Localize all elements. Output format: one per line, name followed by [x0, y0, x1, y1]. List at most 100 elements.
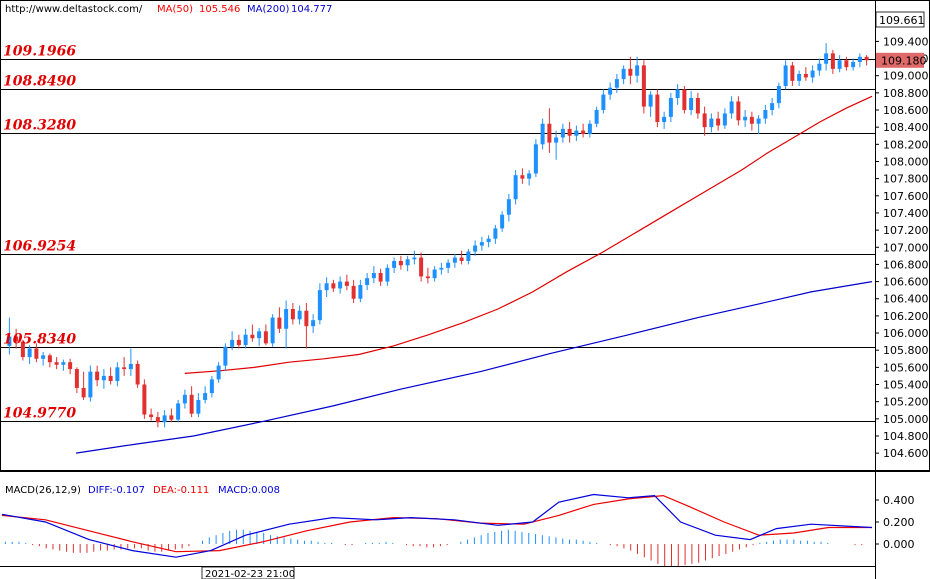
candle-down [169, 415, 174, 420]
candle-down [425, 276, 430, 279]
price-tick-label: 109.000 [883, 70, 929, 83]
candle-up [203, 393, 208, 400]
ma200-label: MA(200) [247, 4, 289, 15]
candle-down [20, 341, 25, 358]
candle-up [41, 355, 46, 359]
support-resistance-levels [0, 59, 875, 422]
candle-up [338, 281, 343, 289]
price-tick-label: 105.200 [883, 396, 929, 409]
candle-down [331, 283, 336, 289]
candle-up [385, 267, 390, 282]
candle-down [14, 336, 19, 342]
ma200-line [75, 281, 873, 454]
macd-dea-line [1, 494, 872, 553]
candle-up [101, 375, 106, 381]
candle-up [479, 242, 484, 246]
candle-down [304, 310, 309, 327]
candle-up [223, 346, 228, 366]
ma50-label: MA(50) [157, 4, 193, 15]
price-tick-label: 107.400 [883, 207, 929, 220]
candle-down [682, 89, 687, 111]
ma50-value: 105.546 [199, 4, 240, 15]
ma200-series [75, 281, 873, 454]
candle-down [250, 334, 255, 339]
candle-up [513, 175, 518, 200]
candle-up [311, 320, 316, 327]
candle-up [230, 339, 235, 347]
candle-up [216, 365, 221, 380]
candle-down [864, 56, 869, 61]
candle-up [635, 65, 640, 76]
macd-diff-label: DIFF:-0.107 [88, 485, 145, 496]
level-label: 104.9770 [3, 406, 76, 422]
candle-up [61, 362, 66, 365]
level-label: 108.8490 [3, 74, 76, 90]
candle-up [176, 403, 181, 420]
candle-up [587, 123, 592, 135]
candle-up [709, 118, 714, 128]
price-tick-label: 108.200 [883, 138, 929, 151]
macd-tick-label: 0.000 [883, 538, 915, 551]
candle-up [810, 70, 815, 78]
candle-down [74, 369, 79, 388]
candle-down [54, 362, 59, 365]
candle-down [189, 394, 194, 414]
candle-up [554, 137, 559, 143]
price-tick-label: 108.600 [883, 104, 929, 117]
price-tick-label: 105.000 [883, 413, 929, 426]
candle-up [493, 228, 498, 239]
candle-up [621, 68, 626, 80]
candle-down [81, 387, 86, 398]
candle-up [405, 259, 410, 266]
level-label: 108.3280 [3, 118, 76, 134]
candle-up [668, 98, 673, 117]
candle-up [196, 399, 201, 414]
candle-up [756, 118, 761, 124]
time-label-box [201, 566, 295, 579]
macd-axis-ticks: 0.400 0.200 0.000 [875, 494, 915, 551]
candle-up [7, 336, 12, 346]
candle-up [466, 251, 471, 261]
candle-down [803, 73, 808, 78]
candle-down [34, 348, 39, 359]
price-tick-label: 105.800 [883, 344, 929, 357]
level-label: 105.8340 [3, 332, 76, 348]
macd-tick-label: 0.200 [883, 516, 915, 529]
macd-series [1, 493, 873, 566]
level-labels: 109.1966 108.8490 108.3280 106.9254 105.8340… [3, 44, 76, 422]
candle-up [560, 128, 565, 138]
candle-up [128, 363, 133, 370]
price-tick-label: 109.400 [883, 35, 929, 48]
candle-up [371, 272, 376, 279]
candle-down [830, 53, 835, 69]
price-tick-label: 106.800 [883, 258, 929, 271]
candle-down [47, 355, 52, 363]
candle-down [520, 175, 525, 179]
candle-up [608, 87, 613, 95]
candle-down [419, 257, 424, 277]
candle-up [857, 56, 862, 62]
price-tick-label: 106.000 [883, 327, 929, 340]
candle-up [486, 238, 491, 243]
ma200-value: 104.777 [291, 4, 332, 15]
candle-down [95, 371, 100, 381]
price-tick-label: 106.200 [883, 310, 929, 323]
candle-up [776, 85, 781, 104]
price-tick-label: 105.600 [883, 361, 929, 374]
price-tick-label: 106.400 [883, 293, 929, 306]
candle-up [270, 317, 275, 344]
source-url[interactable]: http://www.deltastock.com/ [5, 4, 143, 15]
candle-up [162, 415, 167, 423]
candle-up [473, 245, 478, 252]
macd-tick-label: 0.400 [883, 494, 915, 507]
candle-down [736, 101, 741, 121]
macd-diff-line [1, 493, 873, 558]
candle-up [527, 173, 532, 179]
macd-value-label: MACD:0.008 [218, 485, 280, 496]
top-price-value: 109.661 [879, 14, 925, 27]
candle-up [797, 73, 802, 81]
candle-down [695, 98, 700, 114]
candle-up [574, 130, 579, 136]
candle-down [790, 65, 795, 81]
